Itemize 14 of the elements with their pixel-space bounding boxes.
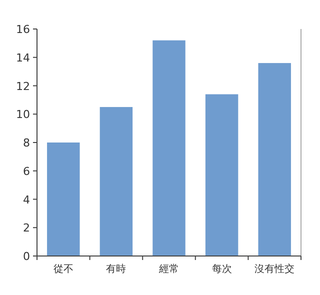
y-tick-label: 14 bbox=[16, 51, 30, 64]
y-tick-label: 10 bbox=[16, 108, 30, 122]
y-tick-label: 16 bbox=[16, 23, 30, 36]
x-tick-label: 從不 bbox=[53, 264, 74, 275]
y-tick-label: 12 bbox=[16, 80, 30, 93]
x-tick-label: 經常 bbox=[158, 263, 179, 275]
y-tick-label: 0 bbox=[23, 250, 30, 263]
x-tick-label: 每次 bbox=[212, 263, 232, 275]
x-tick-label: 沒有性交 bbox=[254, 263, 295, 275]
y-tick-label: 2 bbox=[23, 222, 30, 235]
x-tick-label: 有時 bbox=[106, 263, 126, 275]
y-tick-label: 8 bbox=[23, 136, 30, 150]
y-tick-label: 6 bbox=[23, 164, 30, 178]
y-tick-label: 4 bbox=[23, 193, 30, 206]
